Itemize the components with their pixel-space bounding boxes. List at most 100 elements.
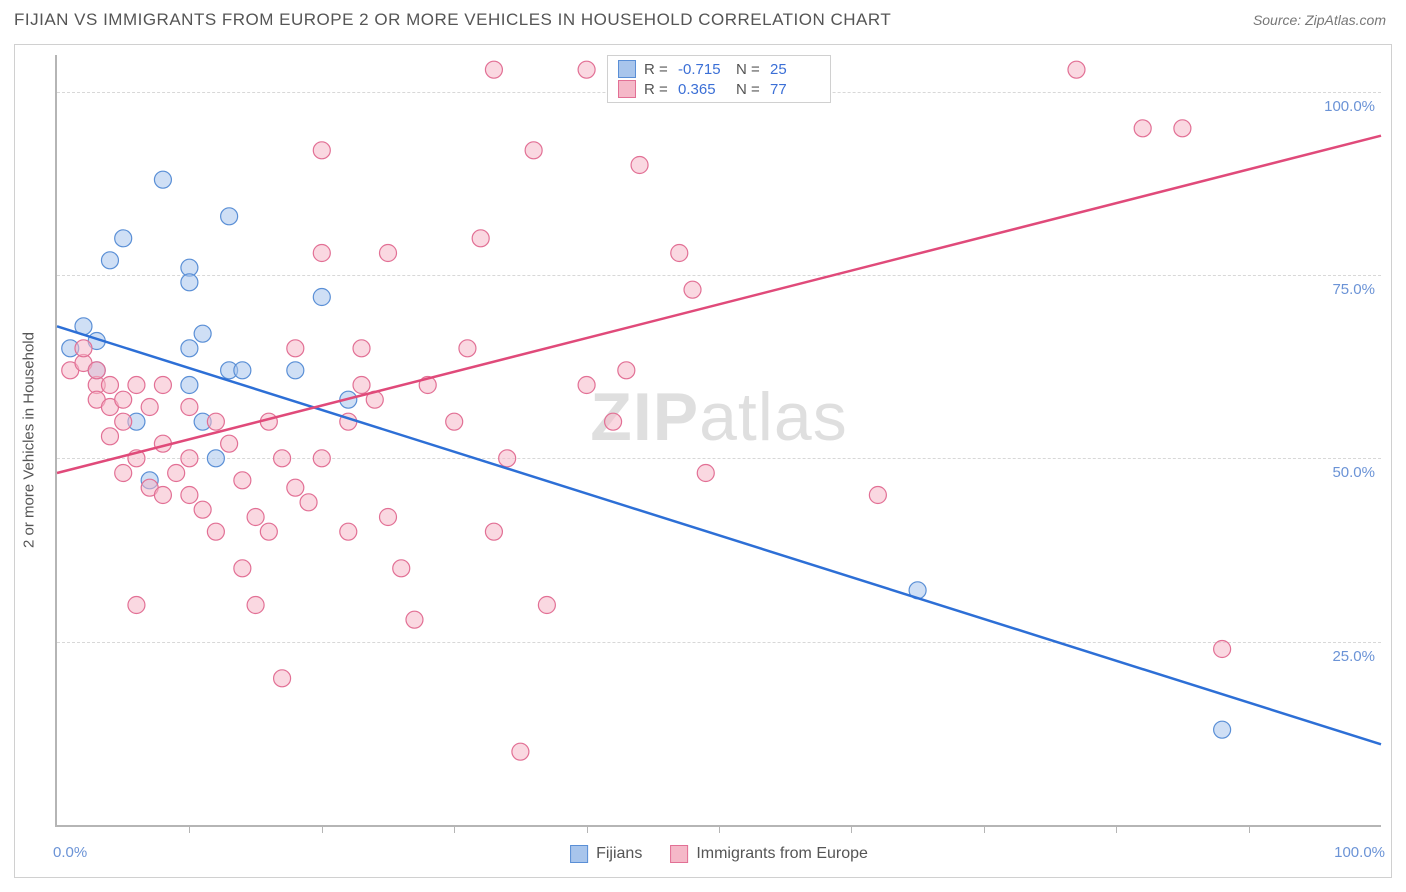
data-point <box>525 142 542 159</box>
data-point <box>234 362 251 379</box>
data-point <box>485 523 502 540</box>
legend-swatch <box>618 80 636 98</box>
data-point <box>181 340 198 357</box>
r-value: -0.715 <box>678 61 728 78</box>
n-value: 25 <box>770 61 820 78</box>
data-point <box>154 171 171 188</box>
legend-stat-row: R = 0.365 N = 77 <box>618 80 820 98</box>
data-point <box>605 413 622 430</box>
data-point <box>154 377 171 394</box>
data-point <box>101 252 118 269</box>
data-point <box>207 413 224 430</box>
data-point <box>671 245 688 262</box>
data-point <box>101 377 118 394</box>
x-tick <box>454 825 455 833</box>
data-point <box>353 377 370 394</box>
data-point <box>300 494 317 511</box>
data-point <box>1174 120 1191 137</box>
data-point <box>154 487 171 504</box>
data-point <box>115 391 132 408</box>
data-point <box>313 142 330 159</box>
x-tick <box>1116 825 1117 833</box>
data-point <box>274 670 291 687</box>
data-point <box>1214 721 1231 738</box>
data-point <box>1134 120 1151 137</box>
data-point <box>88 362 105 379</box>
legend-item: Fijians <box>570 845 642 863</box>
legend-item: Immigrants from Europe <box>670 845 868 863</box>
data-point <box>578 377 595 394</box>
data-point <box>393 560 410 577</box>
n-value: 77 <box>770 81 820 98</box>
r-label: R = <box>644 81 670 98</box>
y-tick-label: 25.0% <box>1332 648 1375 665</box>
data-point <box>128 377 145 394</box>
x-max-label: 100.0% <box>1334 844 1385 861</box>
data-point <box>221 208 238 225</box>
legend-label: Fijians <box>596 845 642 863</box>
data-point <box>313 450 330 467</box>
data-point <box>406 611 423 628</box>
data-point <box>207 450 224 467</box>
data-point <box>247 509 264 526</box>
data-point <box>353 340 370 357</box>
data-point <box>221 435 238 452</box>
correlation-legend: R = -0.715 N = 25 R = 0.365 N = 77 <box>607 55 831 103</box>
data-point <box>578 61 595 78</box>
legend-swatch <box>570 845 588 863</box>
data-point <box>618 362 635 379</box>
data-point <box>1214 641 1231 658</box>
y-axis-label: 2 or more Vehicles in Household <box>21 332 38 548</box>
data-point <box>247 597 264 614</box>
chart-title: FIJIAN VS IMMIGRANTS FROM EUROPE 2 OR MO… <box>14 10 891 30</box>
data-point <box>75 340 92 357</box>
data-point <box>194 325 211 342</box>
data-point <box>274 450 291 467</box>
data-point <box>207 523 224 540</box>
r-label: R = <box>644 61 670 78</box>
scatter-plot-svg <box>57 55 1381 825</box>
data-point <box>631 157 648 174</box>
legend-stat-row: R = -0.715 N = 25 <box>618 60 820 78</box>
series-legend: Fijians Immigrants from Europe <box>570 845 868 863</box>
data-point <box>287 479 304 496</box>
data-point <box>499 450 516 467</box>
data-point <box>684 281 701 298</box>
source-attribution: Source: ZipAtlas.com <box>1253 12 1386 28</box>
x-tick <box>587 825 588 833</box>
data-point <box>459 340 476 357</box>
data-point <box>115 230 132 247</box>
data-point <box>101 428 118 445</box>
data-point <box>485 61 502 78</box>
y-tick-label: 75.0% <box>1332 281 1375 298</box>
chart-container: 2 or more Vehicles in Household ZIPatlas… <box>14 44 1392 878</box>
n-label: N = <box>736 61 762 78</box>
data-point <box>472 230 489 247</box>
data-point <box>380 245 397 262</box>
data-point <box>380 509 397 526</box>
data-point <box>287 362 304 379</box>
data-point <box>181 399 198 416</box>
data-point <box>115 465 132 482</box>
data-point <box>340 523 357 540</box>
data-point <box>234 472 251 489</box>
chart-header: FIJIAN VS IMMIGRANTS FROM EUROPE 2 OR MO… <box>0 0 1406 38</box>
data-point <box>697 465 714 482</box>
y-tick-label: 100.0% <box>1324 98 1375 115</box>
data-point <box>869 487 886 504</box>
x-tick <box>851 825 852 833</box>
r-value: 0.365 <box>678 81 728 98</box>
x-min-label: 0.0% <box>53 844 87 861</box>
data-point <box>168 465 185 482</box>
data-point <box>128 597 145 614</box>
data-point <box>538 597 555 614</box>
trend-line <box>57 136 1381 473</box>
data-point <box>260 523 277 540</box>
legend-swatch <box>618 60 636 78</box>
data-point <box>181 487 198 504</box>
data-point <box>313 289 330 306</box>
data-point <box>181 274 198 291</box>
data-point <box>313 245 330 262</box>
y-tick-label: 50.0% <box>1332 464 1375 481</box>
plot-area: 2 or more Vehicles in Household ZIPatlas… <box>55 55 1381 827</box>
